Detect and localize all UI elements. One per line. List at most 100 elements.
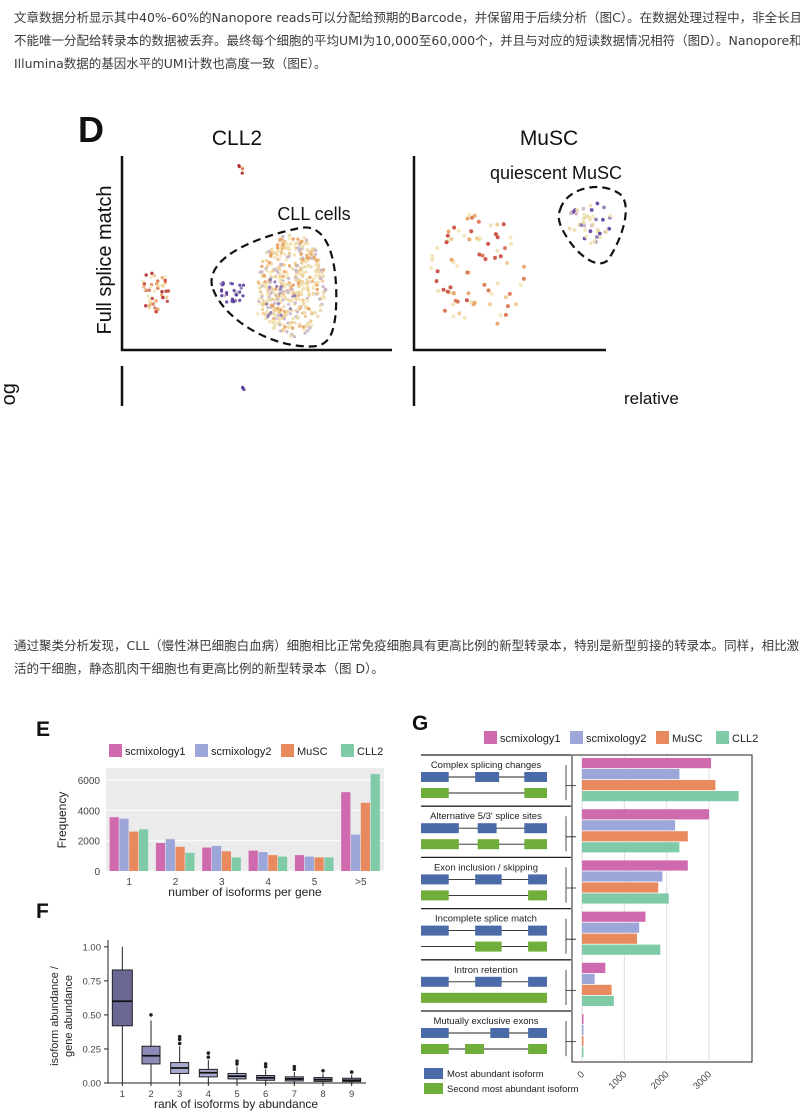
legend-title-1: relative xyxy=(624,389,679,406)
legend-g-swatch-scmixology1 xyxy=(484,731,497,744)
umap-point xyxy=(430,258,435,262)
umap-point xyxy=(291,237,295,241)
umap-point xyxy=(274,287,278,291)
umap-point xyxy=(238,290,242,294)
umap-point xyxy=(509,241,513,246)
umap-point xyxy=(301,298,305,302)
plot-axes xyxy=(120,156,606,406)
umap-point xyxy=(305,298,310,303)
umap-point xyxy=(296,246,300,250)
umap-point xyxy=(309,256,314,260)
legend-e-scmixology2: scmixology2 xyxy=(211,746,272,758)
legend-swatch-musc xyxy=(281,744,294,757)
y-tick-label: 0.75 xyxy=(83,976,102,987)
x-tick-label: 3 xyxy=(177,1089,182,1100)
box-outlier xyxy=(292,1067,297,1072)
umap-point xyxy=(299,270,303,275)
x-tick-label: 1 xyxy=(126,877,132,888)
umap-point xyxy=(290,290,294,294)
umap-point xyxy=(223,294,227,298)
umap-point xyxy=(153,306,157,310)
umap-point xyxy=(281,298,285,302)
umap-point xyxy=(282,305,286,309)
umap-point xyxy=(495,222,500,227)
umap-point xyxy=(265,309,269,314)
panel-e-letter: E xyxy=(36,718,50,741)
category-label: Intron retention xyxy=(454,965,518,976)
isoform-legend-most-swatch xyxy=(424,1068,443,1079)
x-tick-label: 1000 xyxy=(607,1069,630,1092)
umap-point xyxy=(309,319,313,323)
panel-e-background xyxy=(106,768,384,871)
umap-point xyxy=(303,314,308,319)
umap-point xyxy=(293,241,298,246)
umap-point xyxy=(265,264,269,268)
row-bracket xyxy=(565,969,576,1005)
umap-point xyxy=(240,167,245,171)
umap-point xyxy=(436,289,440,293)
exon-block xyxy=(477,839,500,850)
umap-point xyxy=(150,271,154,275)
umap-point xyxy=(276,302,280,306)
umap-point xyxy=(279,263,283,267)
umap-point xyxy=(495,321,500,326)
umap-point xyxy=(269,291,273,296)
exon-block xyxy=(421,772,449,782)
umap-point xyxy=(318,297,322,301)
umap-point xyxy=(152,289,156,293)
umap-point xyxy=(583,228,587,233)
umap-point xyxy=(258,290,263,294)
umap-point xyxy=(232,288,236,293)
bar-scmixology2 xyxy=(582,820,676,831)
panel-f-letter: F xyxy=(36,900,49,923)
umap-point xyxy=(522,264,526,269)
umap-point xyxy=(141,279,145,283)
y-tick-label: 4000 xyxy=(78,806,101,817)
bar-scmixology2 xyxy=(582,871,663,882)
umap-point xyxy=(476,219,481,224)
umap-point xyxy=(608,213,613,218)
umap-point xyxy=(296,316,300,320)
umap-point xyxy=(483,257,488,262)
bar-cll2 xyxy=(582,893,669,904)
umap-point xyxy=(261,311,266,316)
umap-point xyxy=(287,302,291,306)
umap-point xyxy=(220,294,224,298)
umap-point xyxy=(258,301,263,306)
box-outlier xyxy=(206,1055,211,1059)
umap-point xyxy=(306,322,310,326)
umap-point xyxy=(286,247,291,251)
umap-point xyxy=(316,314,320,318)
umap-point xyxy=(294,272,299,276)
umap-point xyxy=(147,298,152,302)
bar-musc xyxy=(582,984,612,995)
bar-scmixology2 xyxy=(582,922,640,933)
umap-point xyxy=(287,237,292,241)
umap-point xyxy=(488,223,493,228)
umap-point xyxy=(278,272,282,276)
umap-point xyxy=(607,226,612,231)
umap-point xyxy=(149,275,153,279)
column-title-musc: MuSC xyxy=(520,127,578,150)
umap-point xyxy=(280,280,284,285)
box-outlier xyxy=(321,1068,325,1073)
umap-point xyxy=(268,285,272,289)
umap-point xyxy=(232,300,236,304)
umap-point xyxy=(495,235,500,240)
umap-point xyxy=(449,237,454,242)
umap-point xyxy=(291,326,295,330)
umap-point xyxy=(275,251,279,256)
bar-musc xyxy=(582,933,637,944)
umap-point xyxy=(581,206,586,211)
umap-point xyxy=(507,291,512,296)
umap-point xyxy=(302,265,307,269)
umap-point xyxy=(154,309,158,314)
umap-point xyxy=(448,285,453,290)
umap-point xyxy=(270,247,275,252)
umap-point xyxy=(311,292,316,297)
umap-point xyxy=(273,280,277,284)
exon-block xyxy=(421,992,547,1003)
umap-point xyxy=(310,247,314,251)
bar-cll2 xyxy=(370,774,380,871)
umap-point xyxy=(275,284,279,288)
